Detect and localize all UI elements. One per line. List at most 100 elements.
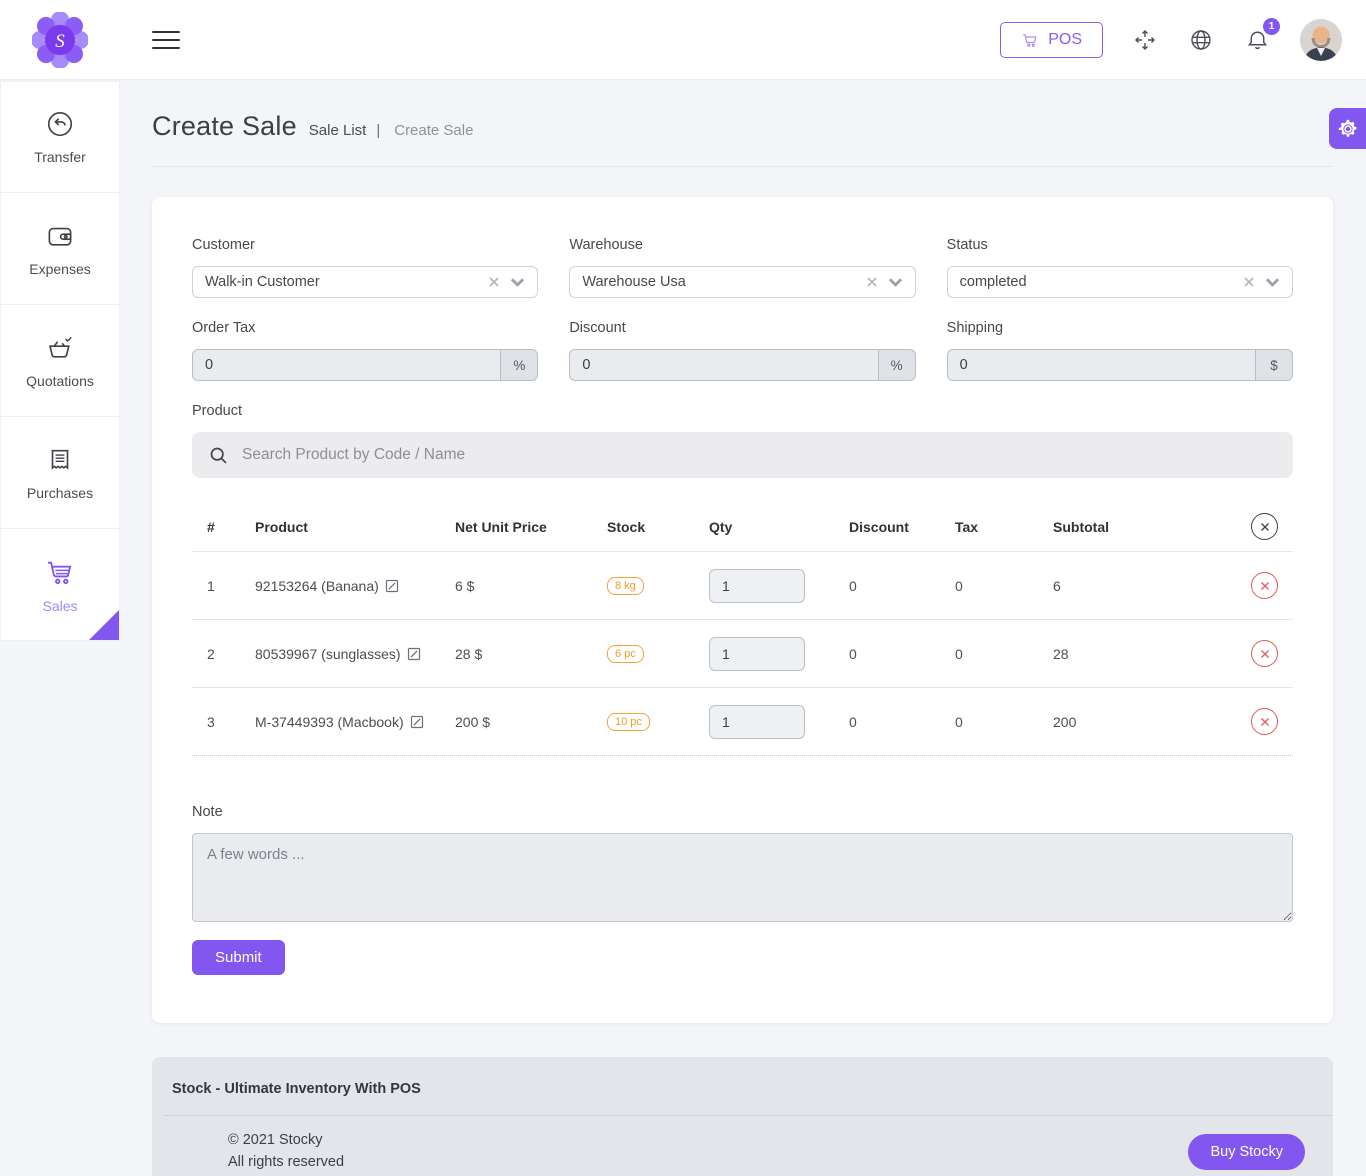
warehouse-field: Warehouse Warehouse Usa xyxy=(569,237,916,298)
top-bar: S POS xyxy=(0,0,1366,80)
stock-badge: 8 kg xyxy=(607,577,644,595)
status-value: completed xyxy=(959,274,1027,290)
shipping-field: Shipping $ xyxy=(946,320,1293,381)
status-field: Status completed xyxy=(946,237,1293,298)
sidebar-item-purchases[interactable]: Purchases xyxy=(0,417,120,529)
order-tax-suffix: % xyxy=(500,349,539,381)
sidebar-item-label: Sales xyxy=(42,597,78,614)
wallet-icon xyxy=(48,227,72,246)
fullscreen-button[interactable] xyxy=(1131,26,1159,54)
row-subtotal: 200 xyxy=(1053,713,1077,730)
receipt-icon xyxy=(51,449,69,470)
note-textarea[interactable] xyxy=(192,833,1293,922)
status-select[interactable]: completed xyxy=(946,266,1293,298)
page-title: Create Sale xyxy=(152,111,297,141)
remove-item-button[interactable] xyxy=(1251,640,1278,667)
sidebar-item-label: Transfer xyxy=(34,149,86,165)
edit-price-icon[interactable] xyxy=(385,579,399,593)
footer: Stock - Ultimate Inventory With POS © 20… xyxy=(152,1057,1333,1176)
table-row: 3 M-37449393 (Macbook) 200 $ 10 pc 0 0 2… xyxy=(192,688,1293,756)
stock-badge: 10 pc xyxy=(607,713,650,731)
col-stock: Stock xyxy=(607,518,646,535)
qty-input[interactable] xyxy=(709,704,805,739)
avatar-image xyxy=(1300,18,1342,61)
order-tax-input[interactable] xyxy=(192,349,501,381)
customer-field: Customer Walk-in Customer xyxy=(192,237,539,298)
product-search-bar xyxy=(192,432,1293,478)
table-header-row: # Product Net Unit Price Stock Qty Disco… xyxy=(192,502,1293,552)
shipping-input[interactable] xyxy=(946,349,1255,381)
row-number: 3 xyxy=(207,713,215,730)
sale-items-table: # Product Net Unit Price Stock Qty Disco… xyxy=(192,502,1293,756)
product-search-block: Product xyxy=(192,403,1293,478)
basket-check-icon xyxy=(48,336,72,358)
table-row: 1 92153264 (Banana) 6 $ 8 kg 0 0 6 xyxy=(192,552,1293,620)
discount-label: Discount xyxy=(569,320,626,336)
settings-fab-button[interactable] xyxy=(1329,108,1366,149)
pos-button-label: POS xyxy=(1048,30,1082,48)
product-name: M-37449393 (Macbook) xyxy=(255,713,404,730)
row-discount: 0 xyxy=(849,645,857,662)
app-logo[interactable]: S xyxy=(32,11,88,68)
table-row: 2 80539967 (sunglasses) 28 $ 6 pc 0 0 28 xyxy=(192,620,1293,688)
sidebar-item-transfer[interactable]: Transfer xyxy=(0,81,120,193)
unit-price: 200 $ xyxy=(455,713,491,730)
sidebar-nav: Transfer Expenses Quotations Purchases S… xyxy=(0,81,120,641)
main-content: Create Sale Sale List | Create Sale Cust… xyxy=(120,81,1366,1176)
pos-button[interactable]: POS xyxy=(1000,21,1103,58)
warehouse-clear-icon[interactable] xyxy=(866,276,878,288)
note-label: Note xyxy=(192,804,223,820)
qty-input[interactable] xyxy=(709,568,805,603)
pos-cart-icon xyxy=(1023,33,1037,47)
product-name: 92153264 (Banana) xyxy=(255,577,379,594)
discount-field: Discount % xyxy=(569,320,916,381)
buy-stocky-button[interactable]: Buy Stocky xyxy=(1188,1133,1305,1170)
remove-item-button[interactable] xyxy=(1251,708,1278,735)
edit-price-icon[interactable] xyxy=(410,715,424,729)
edit-price-icon[interactable] xyxy=(407,647,421,661)
chevron-down-icon xyxy=(1265,277,1280,287)
product-search-input[interactable] xyxy=(242,446,1277,464)
warehouse-label: Warehouse xyxy=(569,237,643,253)
sidebar-item-sales[interactable]: Sales xyxy=(0,529,120,641)
sidebar-item-quotations[interactable]: Quotations xyxy=(0,305,120,417)
row-subtotal: 6 xyxy=(1053,577,1061,594)
status-label: Status xyxy=(946,237,988,253)
status-clear-icon[interactable] xyxy=(1243,276,1255,288)
row-discount: 0 xyxy=(849,577,857,594)
customer-clear-icon[interactable] xyxy=(488,276,500,288)
breadcrumb-current: Create Sale xyxy=(394,122,474,139)
qty-input[interactable] xyxy=(709,636,805,671)
discount-input[interactable] xyxy=(569,349,878,381)
notifications-button[interactable]: 1 xyxy=(1243,18,1280,54)
sidebar-item-expenses[interactable]: Expenses xyxy=(0,193,120,305)
language-button[interactable] xyxy=(1187,26,1215,54)
col-num: # xyxy=(207,518,215,535)
note-block: Note xyxy=(192,804,1293,927)
product-name: 80539967 (sunglasses) xyxy=(255,645,401,662)
transfer-icon xyxy=(47,111,73,137)
product-label: Product xyxy=(192,403,242,419)
globe-icon xyxy=(1191,29,1211,50)
menu-toggle-button[interactable] xyxy=(152,30,180,49)
customer-select[interactable]: Walk-in Customer xyxy=(192,266,539,298)
order-tax-field: Order Tax % xyxy=(192,320,539,381)
title-divider xyxy=(152,166,1333,167)
customer-label: Customer xyxy=(192,237,255,253)
chevron-down-icon xyxy=(511,277,525,287)
warehouse-select[interactable]: Warehouse Usa xyxy=(569,266,916,298)
clear-all-items-button[interactable] xyxy=(1251,513,1278,540)
col-tax: Tax xyxy=(955,518,979,535)
discount-suffix: % xyxy=(877,349,916,381)
remove-item-button[interactable] xyxy=(1251,572,1278,599)
search-icon xyxy=(210,447,227,464)
user-avatar[interactable] xyxy=(1300,18,1342,61)
col-product: Product xyxy=(255,518,308,535)
row-tax: 0 xyxy=(955,713,963,730)
col-discount: Discount xyxy=(849,518,909,535)
submit-button[interactable]: Submit xyxy=(192,940,285,975)
unit-price: 28 $ xyxy=(455,645,483,662)
col-subtotal: Subtotal xyxy=(1053,518,1109,535)
breadcrumb-sale-list-link[interactable]: Sale List xyxy=(308,122,367,139)
logo-flower-icon: S xyxy=(32,11,88,68)
